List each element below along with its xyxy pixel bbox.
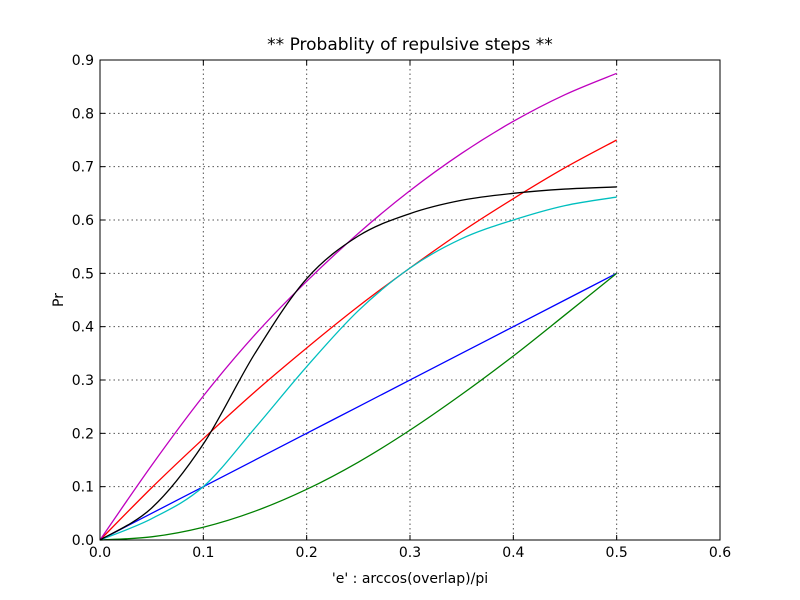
y-tick-label: 0.5 bbox=[72, 266, 94, 282]
x-tick-label: 0.5 bbox=[606, 545, 628, 561]
y-tick-label: 0.0 bbox=[72, 533, 94, 549]
grid-lines bbox=[100, 60, 720, 540]
chart-title: ** Probablity of repulsive steps ** bbox=[267, 35, 553, 55]
y-tick-label: 0.7 bbox=[72, 160, 94, 176]
series-line-1 bbox=[99, 272, 617, 541]
y-tick-label: 0.2 bbox=[72, 426, 94, 442]
series-line-6 bbox=[99, 186, 617, 541]
x-tick-label: 0.4 bbox=[502, 545, 524, 561]
y-tick-label: 0.3 bbox=[72, 373, 94, 389]
x-tick-label: 0.2 bbox=[296, 545, 318, 561]
tick-labels: 0.0 0.1 0.2 0.3 0.4 0.5 0.6 0.0 0.1 0.2 0.3 0.4 0.5 0… bbox=[72, 53, 731, 561]
x-tick-label: 0.0 bbox=[89, 545, 111, 561]
x-tick-label: 0.1 bbox=[192, 545, 214, 561]
y-axis-label: Pr bbox=[51, 293, 67, 307]
series-line-2 bbox=[99, 272, 618, 541]
series-line-3 bbox=[99, 139, 617, 541]
x-tick-label: 0.3 bbox=[399, 545, 421, 561]
y-tick-label: 0.4 bbox=[72, 320, 94, 336]
y-tick-label: 0.1 bbox=[72, 480, 94, 496]
axis-ticks bbox=[99, 59, 721, 541]
y-tick-label: 0.9 bbox=[72, 53, 94, 69]
series-line-4 bbox=[99, 196, 617, 541]
y-tick-label: 0.6 bbox=[72, 213, 94, 229]
y-tick-label: 0.8 bbox=[72, 106, 94, 122]
x-tick-label: 0.6 bbox=[709, 545, 731, 561]
series-lines bbox=[99, 72, 618, 541]
x-axis-label: 'e' : arccos(overlap)/pi bbox=[332, 571, 488, 587]
